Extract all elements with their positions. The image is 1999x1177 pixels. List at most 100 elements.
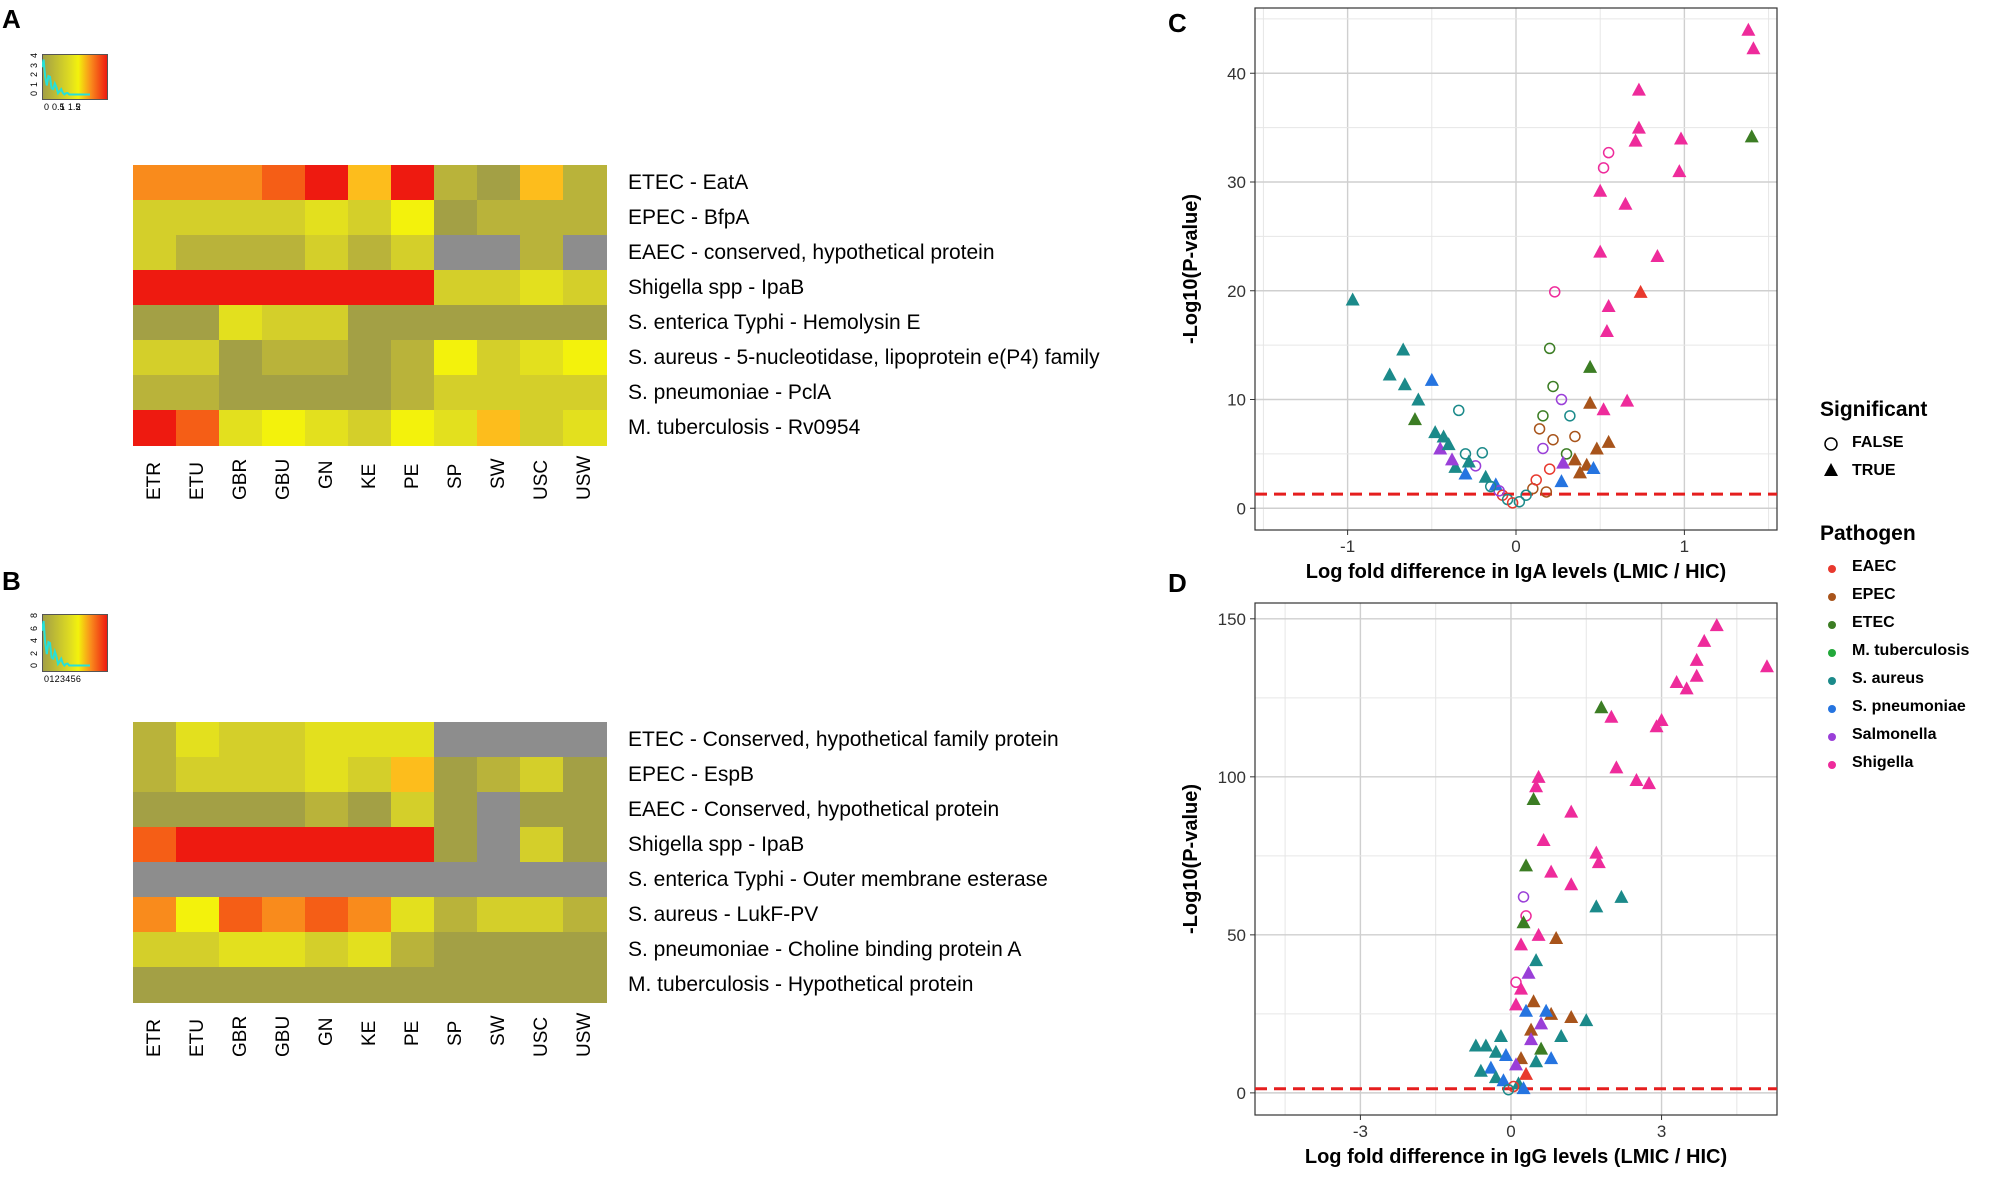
legend-pathogen-dot bbox=[1828, 621, 1836, 629]
heatmap-cell bbox=[262, 375, 306, 411]
heatmap-cell bbox=[348, 305, 392, 341]
heatmap-row-label: S. aureus - 5-nucleotidase, lipoprotein … bbox=[628, 345, 1100, 369]
heatmap-cell bbox=[520, 410, 564, 446]
heatmap-cell bbox=[305, 375, 349, 411]
heatmap-cell bbox=[434, 722, 478, 758]
heatmap-cell bbox=[348, 932, 392, 968]
data-point bbox=[1519, 1066, 1534, 1080]
data-point bbox=[1478, 469, 1493, 483]
key-tick-x: 2 bbox=[54, 674, 60, 684]
data-point bbox=[1554, 1028, 1569, 1042]
data-point bbox=[1517, 891, 1530, 903]
heatmap-cell bbox=[520, 862, 564, 898]
heatmap-column-label: GBU bbox=[272, 458, 294, 500]
heatmap-column-label: SP bbox=[444, 1020, 466, 1046]
heatmap-cell bbox=[176, 792, 220, 828]
data-point bbox=[1536, 833, 1551, 847]
heatmap-cell bbox=[520, 967, 564, 1003]
data-point bbox=[1514, 981, 1529, 995]
key-histogram-line bbox=[42, 620, 90, 668]
heatmap-cell bbox=[219, 235, 263, 271]
heatmap-cell bbox=[133, 827, 177, 863]
heatmap-cell bbox=[563, 165, 607, 201]
y-tick-label: 40 bbox=[1227, 64, 1246, 83]
key-tick-y: 6 bbox=[29, 625, 39, 631]
heatmap-column-label: KE bbox=[358, 463, 380, 489]
heatmap-cell bbox=[348, 827, 392, 863]
heatmap-cell bbox=[176, 897, 220, 933]
heatmap-row-label: M. tuberculosis - Hypothetical protein bbox=[628, 972, 974, 996]
heatmap-cell bbox=[219, 305, 263, 341]
heatmap-cell bbox=[176, 305, 220, 341]
heatmap-column-label: SW bbox=[487, 458, 509, 489]
heatmap-cell bbox=[563, 932, 607, 968]
heatmap-column-label: PE bbox=[401, 463, 423, 489]
legend-pathogen-item: M. tuberculosis bbox=[1852, 642, 1970, 659]
heatmap-cell bbox=[219, 722, 263, 758]
heatmap-cell bbox=[477, 340, 521, 376]
data-point bbox=[1520, 489, 1532, 501]
data-point bbox=[1493, 1028, 1508, 1042]
heatmap-cell bbox=[348, 200, 392, 236]
data-point bbox=[1604, 709, 1619, 723]
data-point bbox=[1547, 380, 1559, 393]
key-tick-x: 0.5 bbox=[51, 102, 65, 112]
data-point bbox=[1629, 772, 1644, 786]
heatmap-cell bbox=[262, 722, 306, 758]
heatmap-cell bbox=[133, 410, 177, 446]
heatmap-cell bbox=[305, 932, 349, 968]
x-tick-label: 3 bbox=[1657, 1122, 1666, 1141]
heatmap-cell bbox=[348, 235, 392, 271]
heatmap-cell bbox=[133, 305, 177, 341]
data-point bbox=[1759, 659, 1774, 673]
heatmap-cell bbox=[219, 165, 263, 201]
legend-pathogen-item: S. pneumoniae bbox=[1852, 698, 1966, 715]
heatmap-cell bbox=[348, 967, 392, 1003]
heatmap-cell bbox=[520, 340, 564, 376]
heatmap-cell bbox=[477, 165, 521, 201]
data-point bbox=[1509, 997, 1523, 1011]
heatmap-cell bbox=[477, 862, 521, 898]
heatmap-cell bbox=[262, 270, 306, 306]
legend-pathogen-dot bbox=[1828, 761, 1836, 769]
volcano-plot-d: -3 0 3 0 50 100 150 Log fold difference in IgG … bbox=[1180, 602, 1778, 1168]
data-point bbox=[1516, 915, 1531, 929]
data-point bbox=[1459, 448, 1472, 460]
data-point bbox=[1583, 395, 1598, 409]
data-point bbox=[1589, 441, 1604, 455]
heatmap-cell bbox=[434, 410, 478, 446]
data-point bbox=[1589, 845, 1604, 859]
heatmap-cell bbox=[219, 410, 263, 446]
heatmap-cell bbox=[434, 235, 478, 271]
y-axis-title: -Log10(P-value) bbox=[1180, 194, 1202, 344]
heatmap-cell bbox=[477, 792, 521, 828]
key-tick-x: 1.5 bbox=[67, 102, 81, 112]
plot-frame bbox=[1254, 602, 1778, 1116]
data-point bbox=[1597, 162, 1610, 174]
data-point bbox=[1534, 1016, 1549, 1030]
heatmap-cell bbox=[477, 305, 521, 341]
data-point bbox=[1396, 342, 1411, 356]
data-point bbox=[1540, 486, 1553, 498]
data-point bbox=[1514, 937, 1529, 951]
heatmap-cell bbox=[305, 897, 349, 933]
heatmap-row-label: ETEC - Conserved, hypothetical family pr… bbox=[628, 727, 1059, 751]
x-axis-title: Log fold difference in IgA levels (LMIC … bbox=[1306, 561, 1726, 583]
heatmap-cell bbox=[520, 932, 564, 968]
heatmap-cell bbox=[520, 200, 564, 236]
key-tick-x: 6 bbox=[75, 674, 81, 684]
heatmap-column-label: SW bbox=[487, 1015, 509, 1046]
data-point bbox=[1543, 342, 1556, 355]
data-point bbox=[1741, 22, 1756, 36]
heatmap-key-histogram bbox=[42, 620, 90, 668]
data-point bbox=[1484, 480, 1497, 493]
data-point bbox=[1614, 889, 1629, 903]
heatmap-column-label: GN bbox=[315, 1017, 337, 1047]
heatmap-cell bbox=[262, 792, 306, 828]
heatmap-cell bbox=[262, 862, 306, 898]
heatmap-cell bbox=[305, 165, 349, 201]
heatmap-cell bbox=[219, 827, 263, 863]
data-point bbox=[1556, 455, 1571, 469]
heatmap-cell bbox=[176, 862, 220, 898]
